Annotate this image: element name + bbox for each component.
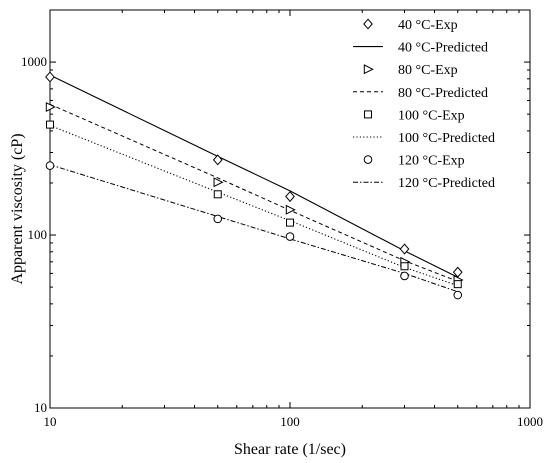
- legend-marker-diamond: [363, 18, 373, 30]
- data-point-diamond: [285, 190, 295, 203]
- y-tick-label: 100: [28, 227, 48, 242]
- legend-label: 80 °C-Exp: [398, 63, 458, 78]
- data-point-square: [286, 218, 294, 227]
- data-point-square: [453, 280, 462, 289]
- legend-label: 40 °C-Predicted: [398, 41, 488, 56]
- data-point-square: [213, 190, 222, 199]
- legend-marker-square: [364, 110, 372, 119]
- legend-label: 80 °C-Predicted: [398, 86, 488, 101]
- axis-ticks: 10 100 1000 10 100 1000: [21, 10, 543, 429]
- data-point-circle: [285, 232, 295, 241]
- legend-marker-circle: [363, 155, 373, 164]
- data-point-triangle-right: [213, 177, 224, 188]
- legend-marker-triangle-right: [363, 64, 374, 75]
- data-point-diamond: [45, 71, 55, 83]
- data-point-square: [400, 262, 409, 271]
- legend-label: 120 °C-Exp: [398, 154, 465, 169]
- data-point-diamond: [399, 243, 410, 255]
- y-axis-label: Apparent viscosity (cP): [9, 133, 26, 284]
- legend-label: 120 °C-Predicted: [398, 176, 495, 191]
- data-point-square: [46, 120, 54, 129]
- experimental-markers: [45, 71, 464, 300]
- x-tick-label: 1000: [517, 414, 543, 429]
- legend-label: 100 °C-Exp: [398, 108, 465, 123]
- x-axis-label: Shear rate (1/sec): [234, 441, 346, 458]
- legend-label: 40 °C-Exp: [398, 18, 458, 33]
- data-point-circle: [400, 271, 409, 281]
- data-point-circle: [45, 161, 55, 170]
- series-line-7: [49, 164, 458, 293]
- legend-label: 100 °C-Predicted: [398, 131, 495, 146]
- series-line-3: [49, 103, 458, 282]
- data-point-diamond: [452, 266, 463, 278]
- series-line-1: [49, 74, 458, 278]
- data-point-diamond: [212, 154, 223, 166]
- legend: 40 °C-Exp 40 °C-Predicted 80 °C-Exp 80 °C-P…: [353, 18, 495, 191]
- data-point-triangle-right: [285, 204, 296, 215]
- data-point-circle: [453, 290, 463, 300]
- series-line-5: [49, 124, 458, 287]
- y-tick-label: 10: [34, 400, 47, 415]
- data-point-circle: [213, 214, 223, 224]
- x-tick-label: 100: [280, 414, 300, 429]
- x-tick-label: 10: [44, 414, 57, 429]
- predicted-lines: [49, 74, 458, 293]
- data-point-triangle-right: [45, 101, 56, 112]
- y-tick-label: 1000: [21, 54, 47, 69]
